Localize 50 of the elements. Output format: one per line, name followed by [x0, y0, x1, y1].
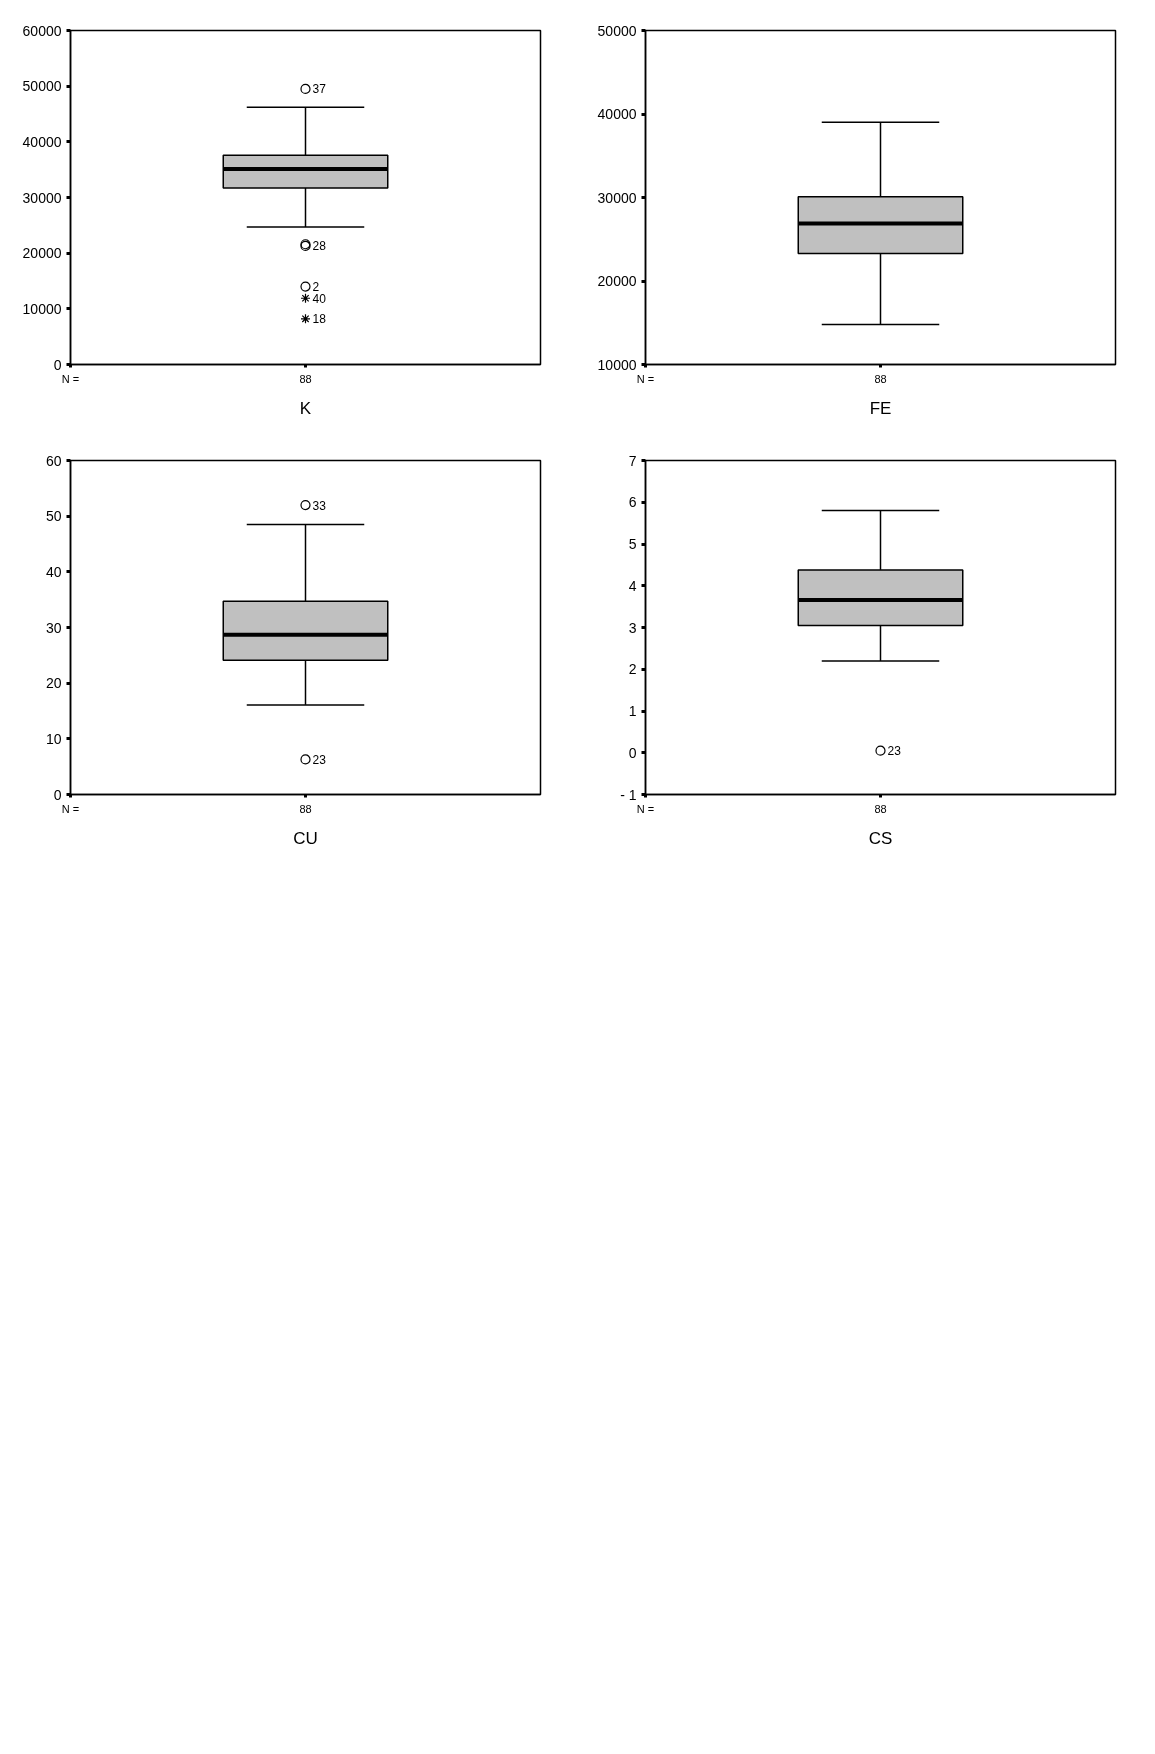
text: N =: [61, 372, 80, 385]
y-tick-label: 50000: [22, 78, 62, 95]
y-tick-label: 20000: [597, 273, 637, 289]
y-tick-label: 7: [628, 452, 637, 469]
point: [300, 293, 311, 304]
y-tick-label: 20: [45, 675, 62, 692]
y-tick-label: 2: [628, 661, 637, 678]
annotation: 18: [312, 312, 327, 327]
annotation: 23: [312, 752, 327, 767]
y-tick-label: 20000: [22, 245, 62, 262]
point: [300, 313, 311, 324]
text: N =: [61, 802, 80, 815]
point: [300, 83, 311, 95]
y-tick-label: 1: [628, 703, 637, 719]
y-tick-label: 30000: [597, 189, 637, 206]
y-tick-label: 50: [45, 508, 62, 525]
x-tick-label: FE: [869, 398, 892, 418]
point: [300, 281, 311, 292]
text: 88: [299, 802, 312, 815]
y-tick-label: 0: [53, 356, 62, 373]
y-tick-label: 40: [45, 563, 62, 580]
y-tick-label: 40000: [22, 133, 62, 150]
text: 88: [299, 372, 312, 385]
y-tick-label: 6: [628, 494, 637, 511]
y-tick-label: 30000: [22, 189, 62, 206]
x-tick-label: CS: [868, 828, 893, 848]
y-tick-label: 60: [45, 452, 62, 469]
x-tick-label: K: [299, 398, 312, 418]
y-tick-label: 40000: [597, 106, 637, 122]
y-tick-label: 10000: [22, 300, 62, 317]
text: N =: [636, 802, 655, 815]
y-tick-label: 50000: [597, 22, 637, 39]
annotation: 28: [312, 239, 327, 254]
text: 88: [874, 802, 887, 815]
text: 88: [874, 372, 887, 385]
x-tick-label: CU: [293, 828, 318, 848]
y-tick-label: 3: [628, 619, 637, 636]
annotation: 37: [312, 82, 327, 97]
y-tick-label: 60000: [22, 22, 62, 39]
y-tick-label: 10: [45, 730, 62, 747]
annotation: 23: [887, 744, 902, 759]
y-tick-label: 0: [628, 744, 637, 761]
text: N =: [636, 372, 655, 385]
y-tick-label: 10000: [597, 356, 637, 373]
y-tick-label: 30: [45, 619, 62, 636]
y-tick-label: 5: [628, 536, 637, 552]
annotation: 33: [312, 498, 327, 513]
y-tick-label: 0: [53, 786, 62, 803]
y-tick-label: - 1: [620, 786, 637, 803]
y-tick-label: 4: [628, 577, 637, 594]
